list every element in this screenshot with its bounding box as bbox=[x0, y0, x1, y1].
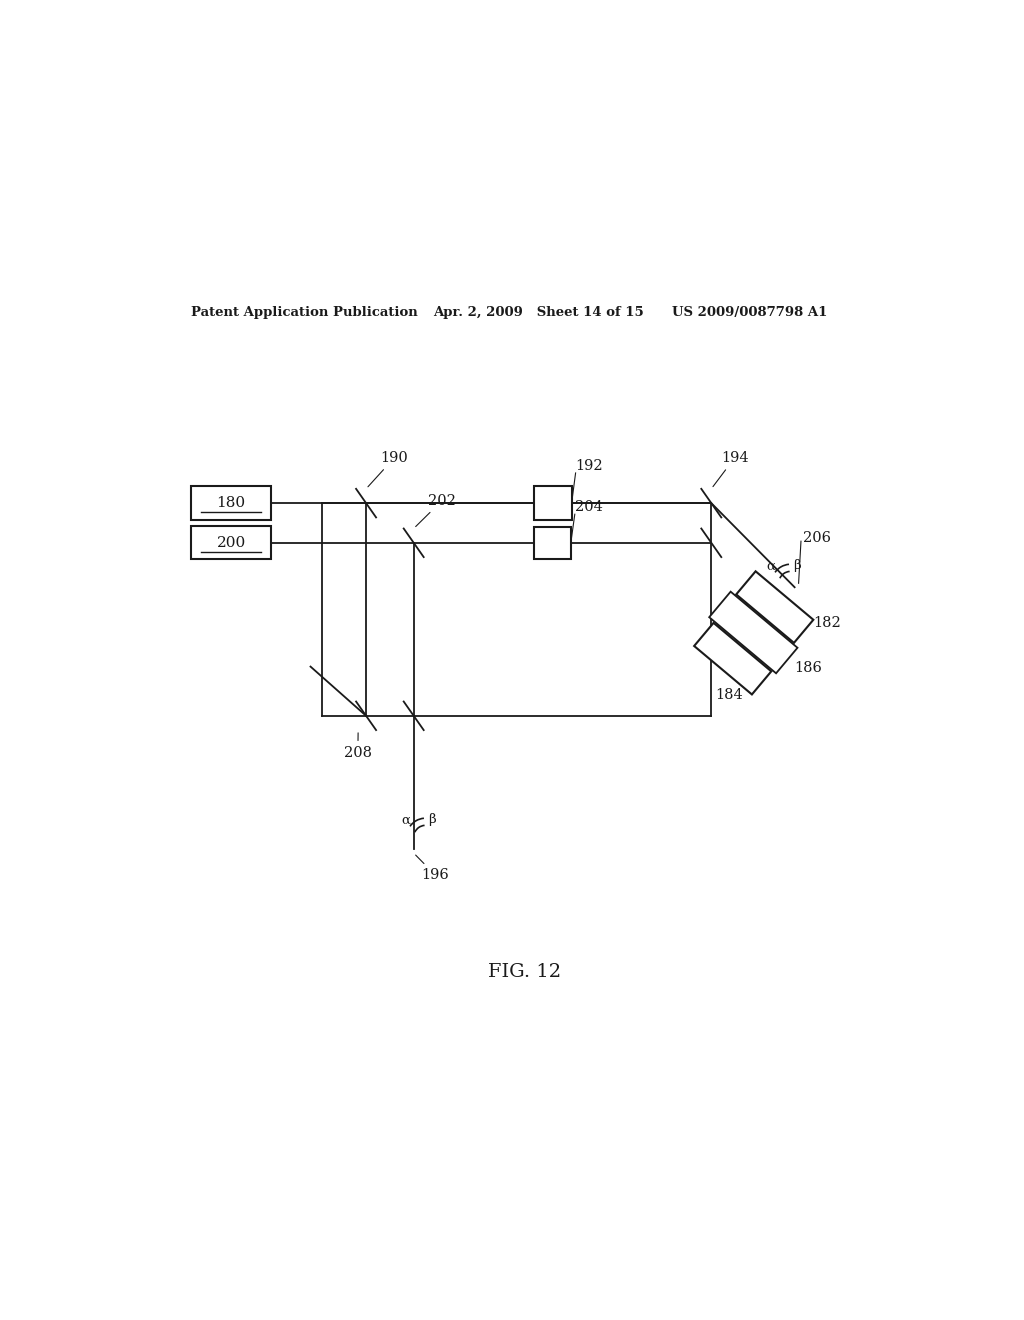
Text: 206: 206 bbox=[803, 531, 830, 545]
Text: 200: 200 bbox=[216, 536, 246, 550]
Bar bbox=[535, 527, 570, 558]
Text: 196: 196 bbox=[416, 855, 450, 882]
Text: β: β bbox=[428, 813, 436, 826]
Text: US 2009/0087798 A1: US 2009/0087798 A1 bbox=[672, 305, 827, 318]
Bar bbox=[191, 527, 270, 560]
Bar bbox=[534, 487, 571, 520]
Text: Patent Application Publication: Patent Application Publication bbox=[191, 305, 418, 318]
Text: β: β bbox=[794, 560, 801, 573]
Text: 184: 184 bbox=[715, 688, 742, 702]
Text: FIG. 12: FIG. 12 bbox=[488, 964, 561, 981]
Polygon shape bbox=[736, 572, 813, 643]
Text: 190: 190 bbox=[368, 451, 409, 487]
Bar bbox=[191, 487, 270, 520]
Text: 194: 194 bbox=[713, 451, 749, 487]
Text: 180: 180 bbox=[217, 496, 246, 510]
Polygon shape bbox=[694, 623, 771, 694]
Text: 182: 182 bbox=[813, 616, 841, 631]
Polygon shape bbox=[710, 591, 798, 673]
Text: α: α bbox=[766, 560, 775, 573]
Text: 186: 186 bbox=[795, 661, 822, 676]
Text: Apr. 2, 2009   Sheet 14 of 15: Apr. 2, 2009 Sheet 14 of 15 bbox=[433, 305, 644, 318]
Text: 202: 202 bbox=[416, 494, 456, 527]
Text: 204: 204 bbox=[574, 500, 603, 515]
Text: α: α bbox=[401, 813, 411, 826]
Text: 192: 192 bbox=[575, 459, 603, 473]
Text: 208: 208 bbox=[344, 733, 372, 760]
